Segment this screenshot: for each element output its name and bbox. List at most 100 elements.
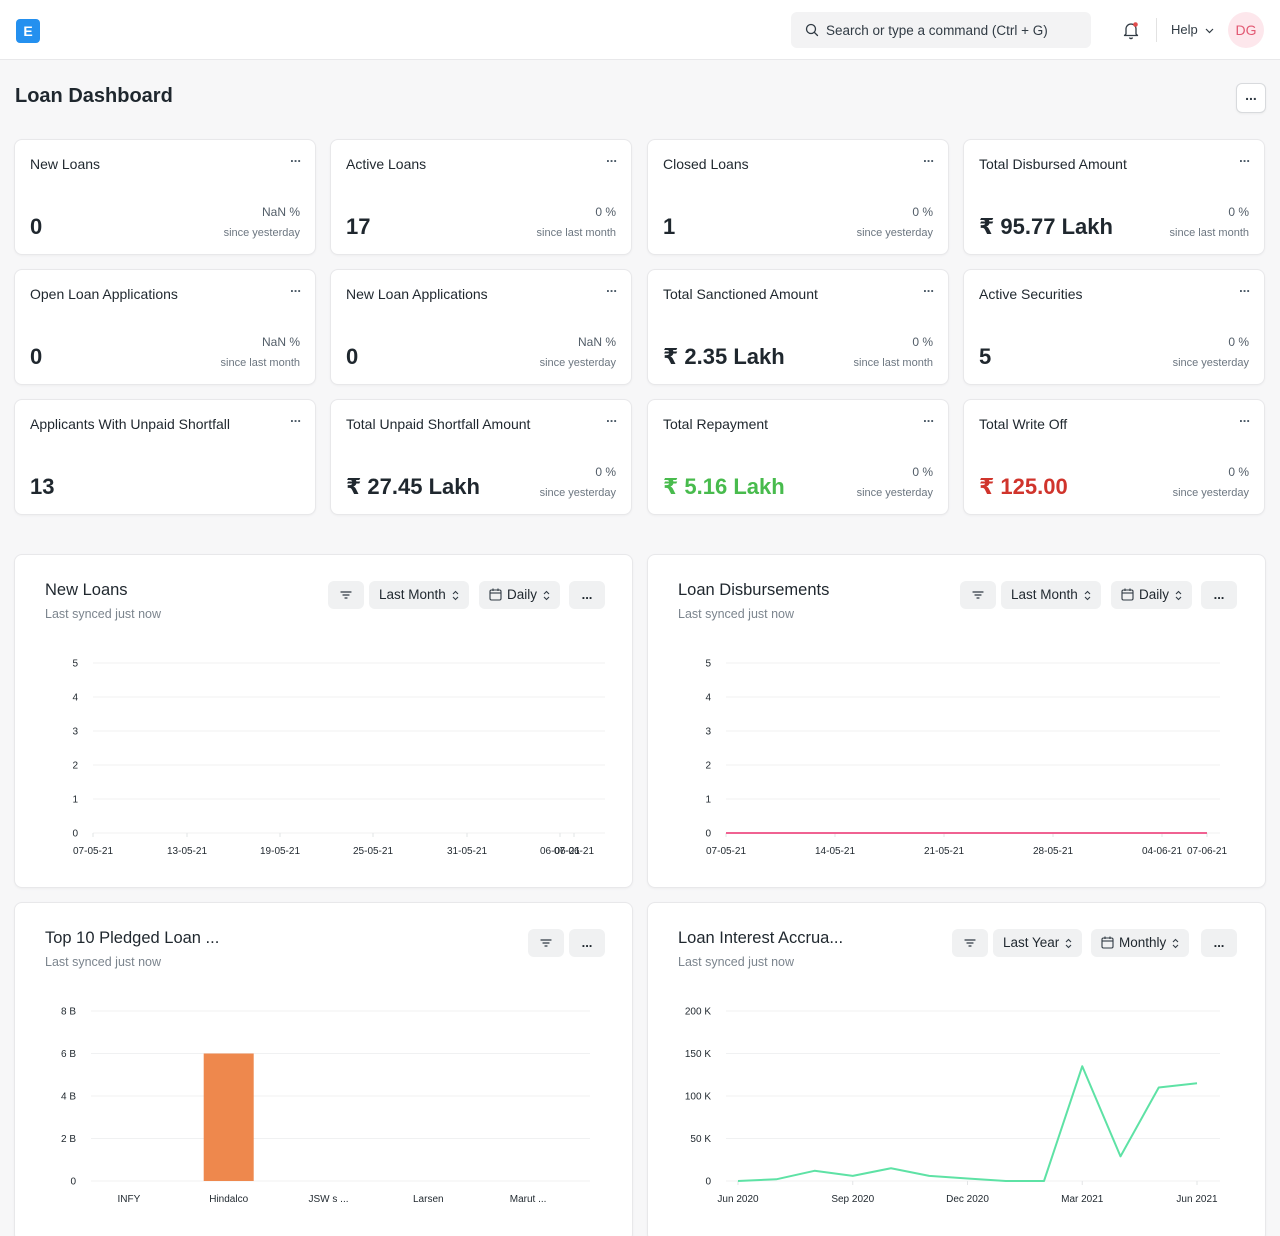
filter-button[interactable]: [528, 929, 564, 957]
card-menu-button[interactable]: ...: [290, 150, 301, 165]
x-tick-label: 04-06-21: [1142, 846, 1182, 857]
card-title: Total Unpaid Shortfall Amount: [346, 416, 531, 432]
card-value: ₹ 125.00: [979, 474, 1068, 499]
app-logo[interactable]: E: [16, 19, 40, 43]
card-value: 13: [30, 474, 55, 499]
card-percent-change: 0 %: [595, 205, 616, 219]
search-bar[interactable]: [791, 12, 1091, 48]
x-tick-label: Dec 2020: [946, 1194, 989, 1205]
x-tick-label: 07-06-21: [1187, 846, 1227, 857]
y-tick-label: 50 K: [690, 1134, 711, 1145]
card-period: since yesterday: [1172, 487, 1249, 499]
notification-bell-icon[interactable]: [1120, 19, 1142, 41]
card-period: since yesterday: [856, 227, 933, 239]
y-tick-label: 4 B: [61, 1092, 76, 1103]
x-tick-label: INFY: [118, 1194, 141, 1205]
number-card-total-repayment[interactable]: Total Repayment... ₹ 5.16 Lakh 0 % since ye…: [647, 399, 949, 515]
y-tick-label: 0: [70, 1177, 76, 1188]
chart-sync-status: Last synced just now: [45, 607, 162, 621]
card-percent-change: 0 %: [595, 465, 616, 479]
card-menu-button[interactable]: ...: [606, 280, 617, 295]
help-dropdown[interactable]: Help: [1171, 22, 1214, 37]
chart-panel-new-loans: New Loans Last synced just now Last Mont…: [14, 554, 633, 888]
loan-interest-accrual-chart: 0 50 K 100 K 150 K 200 K Jun 2020 Sep 2020 Dec …: [685, 1007, 1220, 1205]
filter-button[interactable]: [328, 581, 364, 609]
number-card-total-write-off[interactable]: Total Write Off... ₹ 125.00 0 % since yeste…: [963, 399, 1265, 515]
chart-panel-top-pledged-loan: Top 10 Pledged Loan ... Last synced just…: [14, 902, 633, 1236]
interval-select[interactable]: Daily: [479, 581, 561, 609]
sort-arrows-icon: [1175, 590, 1182, 601]
y-tick-label: 4: [705, 693, 711, 704]
card-value: 0: [346, 344, 359, 369]
calendar-icon: [1121, 588, 1134, 601]
card-percent-change: NaN %: [261, 335, 300, 349]
card-menu-button[interactable]: ...: [290, 280, 301, 295]
card-title: Total Write Off: [979, 416, 1068, 432]
number-card-total-unpaid-shortfall-amount[interactable]: Total Unpaid Shortfall Amount... ₹ 27.45 …: [330, 399, 632, 515]
card-menu-button[interactable]: ...: [1239, 280, 1250, 295]
card-title: New Loans: [30, 156, 101, 172]
number-card-total-sanctioned-amount[interactable]: Total Sanctioned Amount... ₹ 2.35 Lakh 0 %…: [647, 269, 949, 385]
card-value: ₹ 95.77 Lakh: [979, 214, 1113, 239]
chart-title: Loan Interest Accrua...: [678, 929, 844, 947]
sort-arrows-icon: [1084, 590, 1091, 601]
help-label: Help: [1171, 22, 1198, 37]
timespan-select[interactable]: Last Month: [1001, 581, 1101, 609]
card-menu-button[interactable]: ...: [1239, 150, 1250, 165]
timespan-select[interactable]: Last Month: [369, 581, 469, 609]
chart-menu-button[interactable]: ...: [1201, 581, 1237, 609]
timespan-label: Last Month: [1011, 587, 1078, 602]
number-card-new-loans[interactable]: New Loans... 0 NaN % since yesterday: [14, 139, 316, 255]
timespan-select[interactable]: Last Year: [993, 929, 1083, 957]
x-tick-label: 07-06-21: [554, 846, 594, 857]
card-value: ₹ 5.16 Lakh: [663, 474, 785, 499]
interval-select[interactable]: Monthly: [1091, 929, 1190, 957]
chart-menu-button[interactable]: ...: [569, 581, 605, 609]
x-tick-label: 07-05-21: [706, 846, 746, 857]
number-card-active-securities[interactable]: Active Securities... 5 0 % since yesterday: [963, 269, 1265, 385]
y-tick-label: 2: [72, 761, 78, 772]
filter-button[interactable]: [960, 581, 996, 609]
chart-menu-button[interactable]: ...: [569, 929, 605, 957]
search-input[interactable]: [826, 12, 1081, 48]
card-menu-button[interactable]: ...: [606, 150, 617, 165]
card-percent-change: 0 %: [1228, 205, 1249, 219]
y-tick-label: 4: [72, 693, 78, 704]
number-card-closed-loans[interactable]: Closed Loans... 1 0 % since yesterday: [647, 139, 949, 255]
card-menu-button[interactable]: ...: [923, 410, 934, 425]
card-menu-button[interactable]: ...: [923, 150, 934, 165]
y-tick-label: 6 B: [61, 1049, 76, 1060]
filter-icon: [972, 591, 984, 600]
card-value: 1: [663, 214, 676, 239]
card-title: Total Disbursed Amount: [979, 156, 1127, 172]
card-value: 0: [30, 344, 43, 369]
card-value: ₹ 27.45 Lakh: [346, 474, 480, 499]
interval-select[interactable]: Daily: [1111, 581, 1193, 609]
chart-sync-status: Last synced just now: [45, 955, 162, 969]
x-tick-label: Marut ...: [510, 1194, 547, 1205]
filter-button[interactable]: [952, 929, 988, 957]
page-menu-button[interactable]: ...: [1236, 83, 1266, 113]
interval-label: Monthly: [1119, 935, 1167, 950]
x-tick-label: 21-05-21: [924, 846, 964, 857]
number-card-applicants-with-unpaid-shortfall[interactable]: Applicants With Unpaid Shortfall... 13: [14, 399, 316, 515]
number-card-new-loan-applications[interactable]: New Loan Applications... 0 NaN % since yest…: [330, 269, 632, 385]
user-avatar[interactable]: DG: [1228, 12, 1264, 48]
card-percent-change: NaN %: [261, 205, 300, 219]
card-menu-button[interactable]: ...: [923, 280, 934, 295]
x-tick-label: 13-05-21: [167, 846, 207, 857]
x-tick-label: 31-05-21: [447, 846, 487, 857]
number-card-total-disbursed-amount[interactable]: Total Disbursed Amount... ₹ 95.77 Lakh 0 %…: [963, 139, 1265, 255]
card-value: 5: [979, 344, 992, 369]
chart-menu-button[interactable]: ...: [1201, 929, 1237, 957]
y-tick-label: 3: [705, 727, 711, 738]
number-card-open-loan-applications[interactable]: Open Loan Applications... 0 NaN % since las…: [14, 269, 316, 385]
chart-sync-status: Last synced just now: [678, 607, 795, 621]
card-menu-button[interactable]: ...: [606, 410, 617, 425]
loan-disbursements-chart: 0 1 2 3 4 5 07-05-21 14-05-21 21-05-21 28-05-21 04…: [705, 659, 1227, 858]
y-tick-label: 200 K: [685, 1007, 711, 1018]
card-menu-button[interactable]: ...: [290, 410, 301, 425]
number-card-active-loans[interactable]: Active Loans... 17 0 % since last month: [330, 139, 632, 255]
card-period: since last month: [536, 227, 616, 239]
card-menu-button[interactable]: ...: [1239, 410, 1250, 425]
